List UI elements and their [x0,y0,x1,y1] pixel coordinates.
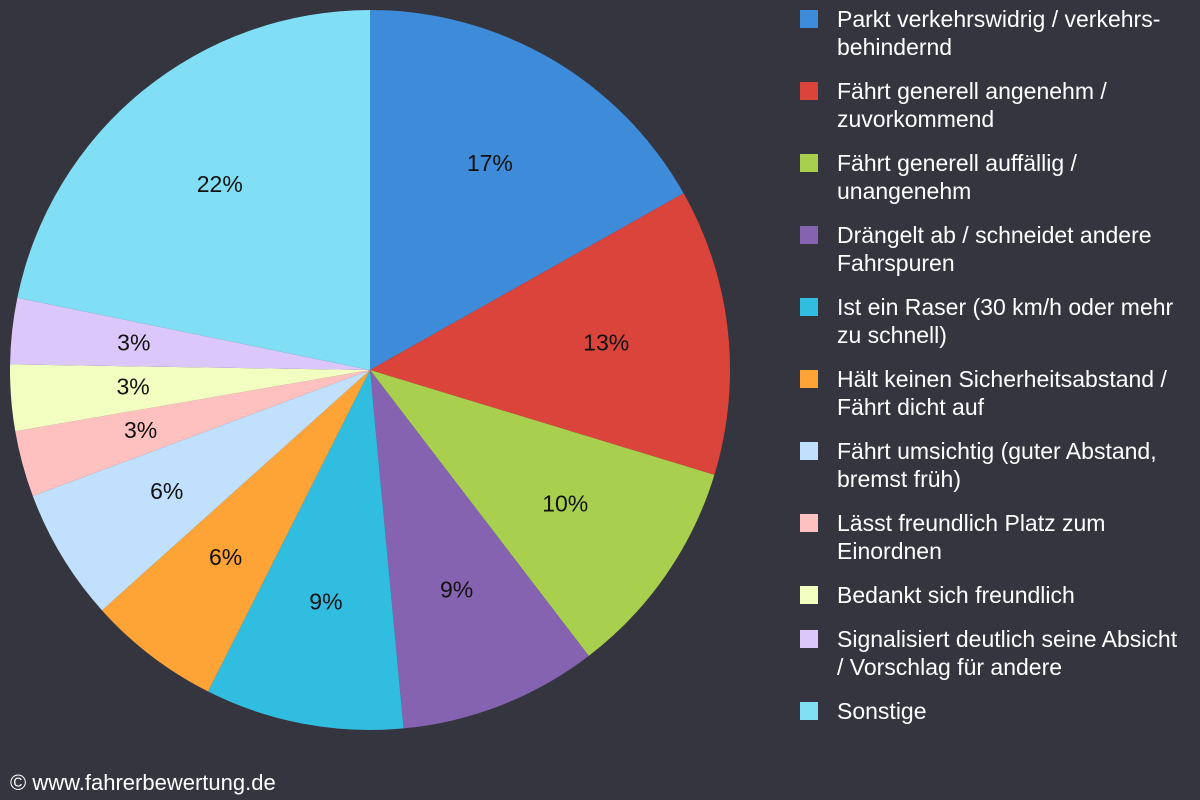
pie-slice [17,10,370,370]
legend-item: Ist ein Raser (30 km/h oder mehr zu schn… [800,293,1185,349]
pie-slice [370,370,715,656]
legend-item: Fährt umsichtig (guter Abstand, bremst f… [800,437,1185,493]
slice-label: 9% [440,576,473,602]
slice-label: 3% [116,374,149,400]
slice-label: 10% [542,491,588,517]
legend-item: Bedankt sich freundlich [800,581,1185,609]
pie-slice [10,364,370,432]
legend-swatch [800,702,818,720]
pie-slice [370,193,730,475]
pie-slice [10,297,370,370]
pie-slice [370,10,684,370]
legend-item: Parkt verkehrswidrig / verkehrs-behinder… [800,5,1185,61]
legend-item: Sonstige [800,697,1185,725]
pie: 17% 13% 10% 9% 9% 6% 6% 3% 3% 3% 22% [10,10,730,730]
legend-label: Lässt freundlich Platz zum Einordnen [837,510,1106,564]
legend-label: Fährt generell auffällig / unangenehm [837,150,1077,204]
legend-label: Parkt verkehrswidrig / verkehrs-behinder… [837,6,1161,60]
slice-label: 6% [150,478,183,504]
legend-label: Hält keinen Sicherheitsabstand / Fährt d… [837,366,1167,420]
legend-item: Fährt generell auffällig / unangenehm [800,149,1185,205]
legend-item: Fährt generell angenehm / zuvorkommend [800,77,1185,133]
legend-item: Hält keinen Sicherheitsabstand / Fährt d… [800,365,1185,421]
slice-label: 3% [117,329,150,355]
legend-swatch [800,370,818,388]
legend-label: Fährt generell angenehm / zuvorkommend [837,78,1107,132]
legend-label: Bedankt sich freundlich [837,582,1075,608]
slice-label: 17% [467,150,513,176]
slice-label: 22% [197,171,243,197]
legend-swatch [800,154,818,172]
legend-swatch [800,82,818,100]
legend-swatch [800,442,818,460]
legend-swatch [800,226,818,244]
legend-swatch [800,10,818,28]
legend: Parkt verkehrswidrig / verkehrs-behinder… [800,5,1190,741]
slice-label: 9% [309,589,342,615]
legend-label: Drängelt ab / schneidet andere Fahrspure… [837,222,1152,276]
legend-label: Signalisiert deutlich seine Absicht / Vo… [837,626,1178,680]
legend-item: Drängelt ab / schneidet andere Fahrspure… [800,221,1185,277]
pie-slice [370,370,589,729]
legend-swatch [800,298,818,316]
slice-label: 13% [583,329,629,355]
pie-slice [101,370,370,692]
legend-swatch [800,586,818,604]
footer: © www.fahrerbewertung.de [10,770,276,795]
pie-slice [32,370,371,611]
slice-label: 6% [209,544,242,570]
legend-label: Ist ein Raser (30 km/h oder mehr zu schn… [837,294,1174,348]
legend-label: Fährt umsichtig (guter Abstand, bremst f… [837,438,1157,492]
legend-swatch [800,514,818,532]
legend-label: Sonstige [837,698,927,724]
legend-item: Lässt freundlich Platz zum Einordnen [800,509,1185,565]
slice-label: 3% [124,417,157,443]
legend-swatch [800,630,818,648]
pie-slice [15,370,370,497]
pie-slice [208,370,404,730]
legend-item: Signalisiert deutlich seine Absicht / Vo… [800,625,1185,681]
